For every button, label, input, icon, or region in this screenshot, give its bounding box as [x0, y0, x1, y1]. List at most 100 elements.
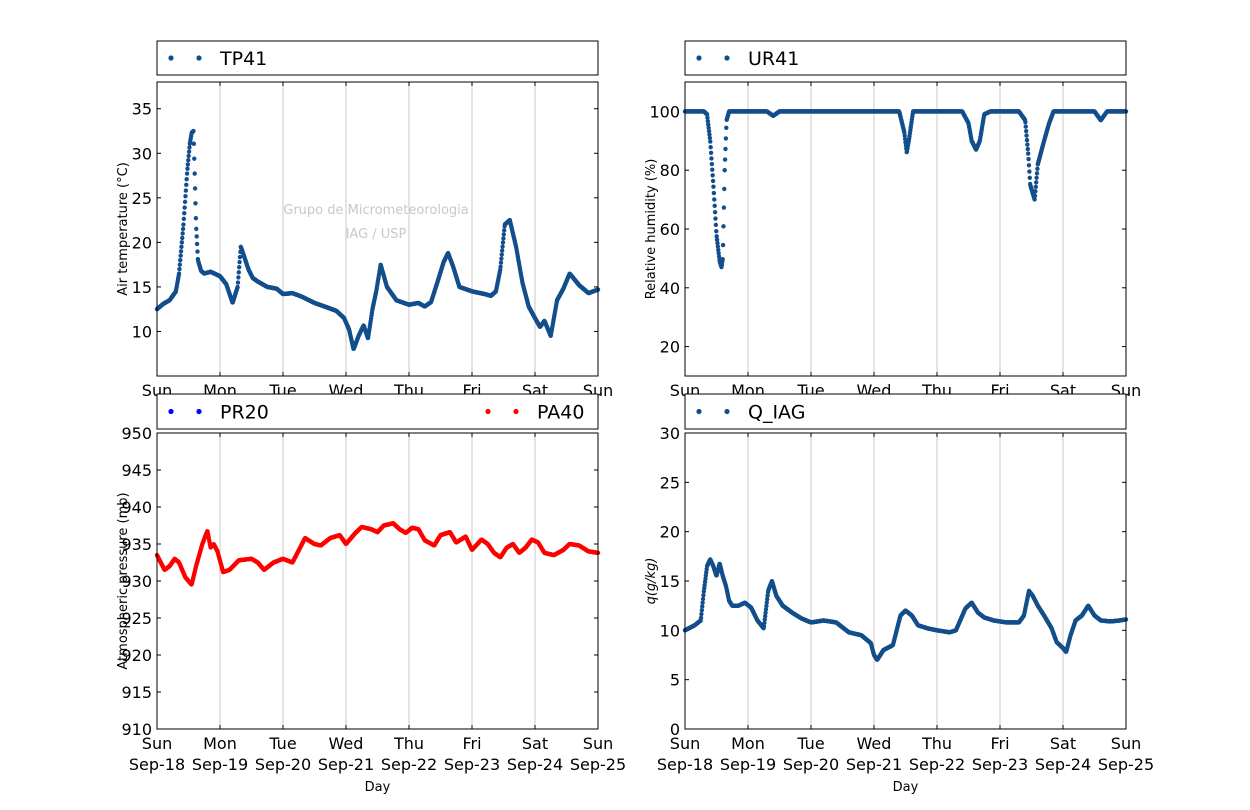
y-tick-label: 945	[121, 461, 152, 480]
data-point	[178, 249, 184, 254]
data-point	[501, 236, 506, 241]
y-tick-label: 930	[121, 572, 152, 591]
data-point	[182, 199, 188, 205]
legend-3: PR20 PA40	[156, 393, 599, 430]
data-point	[186, 157, 191, 163]
y-tick-label: 0	[670, 720, 680, 739]
legend-marker	[513, 408, 519, 415]
data-point	[1023, 119, 1028, 125]
data-point	[723, 146, 728, 152]
data-point	[708, 139, 713, 144]
data-point	[707, 132, 712, 137]
x-tick-label-dow: Sat	[522, 734, 548, 753]
data-point	[176, 271, 182, 276]
x-tick-label-dow: Mon	[731, 734, 765, 753]
data-point	[721, 224, 726, 229]
data-point	[715, 240, 720, 246]
x-tick-label-dow: Fri	[990, 734, 1009, 753]
data-point	[713, 222, 719, 228]
data-point	[1024, 133, 1029, 138]
watermark-line-1: Grupo de Micrometeorologia	[283, 203, 469, 218]
data-point	[186, 153, 191, 159]
data-point	[180, 235, 185, 241]
plot-frame	[684, 432, 1127, 730]
data-point	[716, 250, 721, 256]
legend-label: PR20	[220, 402, 269, 424]
data-point	[191, 128, 196, 134]
data-point	[699, 611, 704, 617]
data-point	[181, 216, 187, 222]
data-point	[698, 615, 704, 620]
data-point	[236, 275, 241, 280]
y-tick-label: 920	[121, 646, 152, 665]
data-point	[710, 178, 716, 184]
data-point	[235, 284, 240, 290]
legend-box	[156, 393, 599, 430]
y-tick-label: 35	[132, 100, 152, 119]
data-point	[764, 596, 770, 602]
data-point	[1027, 169, 1032, 174]
data-point	[700, 596, 706, 602]
data-point	[720, 242, 726, 248]
x-tick-label-date: Sep-24	[1035, 755, 1091, 774]
data-point	[699, 608, 705, 613]
chart-4: 051015202530q(g/kg)SunSep-18MonSep-19Tue…	[644, 424, 1154, 795]
data-point	[183, 188, 189, 193]
data-point	[708, 145, 713, 150]
data-point	[195, 249, 200, 254]
data-point	[1032, 197, 1037, 202]
data-point	[762, 620, 767, 626]
data-point	[192, 156, 197, 161]
data-point	[1024, 137, 1030, 143]
data-point	[712, 209, 718, 215]
data-point	[1033, 184, 1039, 189]
data-point	[708, 150, 714, 156]
data-point	[764, 603, 769, 609]
y-tick-label: 30	[660, 424, 680, 443]
y-tick-label: 925	[121, 609, 152, 628]
data-point	[500, 240, 506, 245]
data-point	[501, 232, 506, 237]
data-point	[723, 136, 729, 141]
x-tick-label-dow: Fri	[462, 734, 481, 753]
data-point	[182, 211, 187, 216]
data-point	[194, 241, 200, 247]
data-point	[1023, 124, 1028, 129]
data-point	[710, 173, 715, 178]
y-tick-label: 940	[121, 498, 152, 517]
data-point	[498, 260, 504, 265]
x-tick-label-date: Sep-18	[129, 755, 185, 774]
data-point	[181, 222, 186, 227]
data-point	[713, 216, 718, 221]
series-PA40	[154, 521, 601, 587]
x-tick-label-date: Sep-21	[318, 755, 374, 774]
legend-box	[684, 40, 1127, 76]
data-point	[1025, 146, 1030, 152]
data-point	[193, 215, 199, 221]
data-point	[714, 234, 719, 239]
plot-frame	[156, 81, 599, 377]
x-tick-label-date: Sep-24	[507, 755, 563, 774]
data-point	[763, 610, 768, 615]
data-point	[237, 254, 243, 260]
data-point	[180, 226, 186, 232]
data-point	[704, 112, 710, 117]
data-point	[701, 589, 707, 594]
y-tick-label: 915	[121, 683, 152, 702]
data-point	[701, 592, 706, 598]
y-tick-label: 20	[132, 233, 152, 252]
data-point	[721, 205, 727, 210]
data-point	[722, 168, 727, 173]
legend-label: Q_IAG	[748, 402, 805, 424]
y-tick-label: 935	[121, 535, 152, 554]
data-point	[764, 600, 769, 605]
x-tick-label-dow: Tue	[268, 734, 296, 753]
legend-1: TP41	[156, 40, 599, 76]
data-point	[714, 237, 720, 242]
legend-marker	[485, 408, 491, 415]
data-point	[1025, 142, 1030, 147]
data-point	[902, 133, 907, 138]
data-point	[1034, 171, 1040, 176]
data-point	[499, 248, 505, 253]
